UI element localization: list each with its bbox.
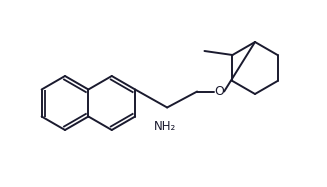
Text: NH₂: NH₂ [154,120,176,134]
Text: O: O [214,85,224,98]
